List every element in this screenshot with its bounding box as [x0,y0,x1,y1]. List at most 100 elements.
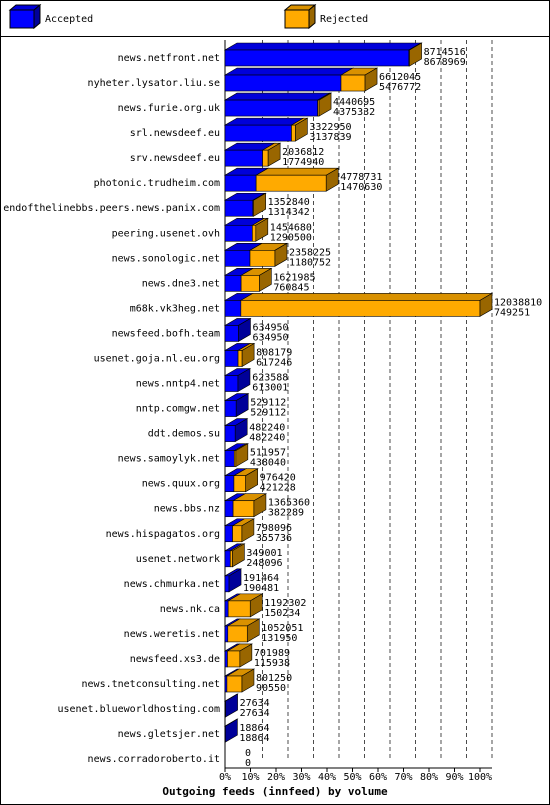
bar-top [223,67,355,76]
total-label: 1052051 [261,623,303,634]
total-label: 1621985 [273,272,315,283]
bar-side [295,117,308,142]
bar-front [224,149,263,167]
x-tick-label: 30% [292,772,310,783]
x-tick-label: 60% [369,772,387,783]
accepted-bar [223,192,266,217]
accepted-bar [223,317,252,342]
x-tick-label: 100% [468,772,492,783]
accepted-label: 90550 [256,683,286,694]
x-tick-label: 0% [219,772,231,783]
bar-side [253,192,266,217]
legend-box-side [33,3,41,30]
category-label: srv.newsdeef.eu [130,153,220,164]
total-bar [261,142,282,167]
bar-front [224,124,292,142]
bar-front [252,224,257,242]
total-label: 4778731 [340,172,382,183]
bar-side [241,342,255,368]
accepted-bar [223,293,254,317]
x-tick-label: 40% [318,772,336,783]
bar-front [224,450,235,467]
category-label: srl.newsdeef.eu [130,128,220,139]
total-label: 1192302 [264,598,306,609]
accepted-label: 27634 [240,708,270,719]
total-label: 4440695 [333,97,375,108]
x-tick-label: 10% [241,772,259,783]
total-label: 1454680 [270,222,312,233]
bar-side [232,543,245,568]
bar-front [224,300,242,317]
accepted-bar [223,393,250,418]
accepted-label: 248096 [246,558,282,569]
category-label: news.samoylyk.net [118,454,220,465]
accepted-label: 421228 [260,483,296,494]
total-label: 12038810 [494,297,542,308]
bar-side [234,418,248,443]
total-label: 2036812 [282,147,324,158]
bar-front [224,325,239,342]
bar-front [291,124,296,142]
total-bar [226,643,253,668]
total-bar [231,518,256,543]
bar-front [262,149,269,167]
accepted-bar [223,142,276,167]
category-label: usenet.network [136,554,220,565]
accepted-label: 438040 [250,458,286,469]
category-label: peering.usenet.ovh [112,228,220,239]
category-label: news.bbs.nz [154,504,220,515]
accepted-label: 131950 [261,633,297,644]
total-label: 18864 [239,723,269,734]
accepted-bar [223,117,305,142]
bar-top [223,92,331,101]
total-label: 6612045 [379,72,421,83]
bar-front [224,375,239,392]
accepted-label: 1774940 [282,157,324,168]
bar-side [245,468,258,493]
bar-front [240,275,260,292]
accepted-label: 115938 [254,658,290,669]
total-bar [251,217,269,242]
bar-side [255,217,269,242]
bar-front [255,174,327,192]
bar-front [249,250,276,267]
bar-side [238,317,251,342]
accepted-bar [223,518,246,543]
category-label: m68k.vk3heg.net [130,303,220,314]
category-label: photonic.trudheim.com [94,178,220,189]
bar-side [241,518,255,543]
total-bar [239,292,494,317]
category-label: newsfeed.bofh.team [112,328,220,339]
bar-top [223,42,422,51]
accepted-label: 482240 [249,433,285,444]
accepted-bar [223,42,422,67]
total-label: 27634 [240,698,270,709]
accepted-label: 3137839 [309,132,351,143]
total-label: 634950 [252,322,288,333]
bar-side [318,92,332,117]
bar-side [253,493,267,518]
bar-side [267,142,281,167]
bar-front [224,575,230,593]
accepted-bar [223,92,331,117]
total-label: 3322950 [309,122,351,133]
accepted-label: 0 [245,758,251,769]
bar-side [225,718,238,743]
total-label: 1352840 [268,197,310,208]
accepted-label: 382289 [268,508,304,519]
legend-swatch [8,3,42,30]
accepted-bar [223,367,252,393]
category-label: news.chmurka.net [124,579,220,590]
category-label: news.netfront.net [118,53,220,64]
accepted-label: 150234 [264,608,300,619]
category-label: news.quux.org [142,479,220,490]
total-bar [248,242,289,267]
bar-front [224,350,239,367]
accepted-label: 5476772 [379,82,421,93]
total-label: 808179 [256,347,292,358]
bar-front [224,99,318,117]
bar-front [227,625,248,643]
bar-front [224,475,235,492]
accepted-bar [223,568,243,593]
total-bar [240,267,273,292]
